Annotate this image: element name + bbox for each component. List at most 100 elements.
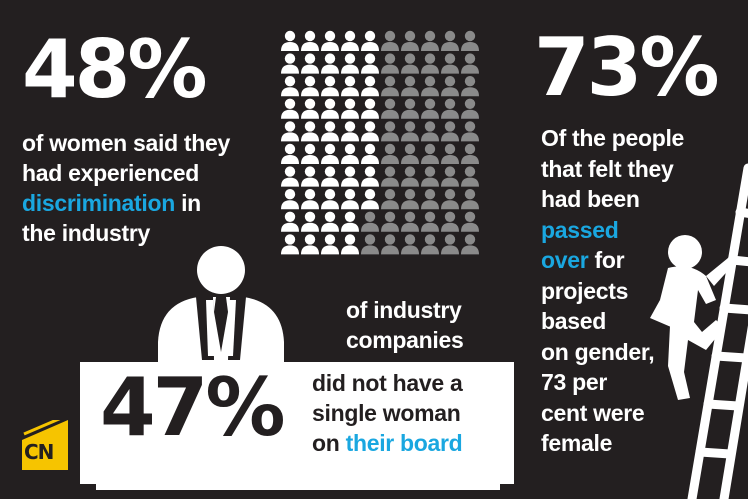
person-icon (441, 53, 459, 74)
person-icon (441, 98, 459, 119)
logo-text: CN (24, 440, 54, 464)
person-icon (281, 211, 299, 232)
person-icon (301, 98, 319, 119)
stat3-line-11: female (541, 430, 613, 456)
stat-board-text: did not have a single woman on their boa… (312, 368, 512, 458)
person-icon (361, 166, 379, 187)
person-icon (421, 121, 439, 142)
person-icon (381, 121, 399, 142)
person-icon (361, 30, 379, 51)
person-icon (341, 30, 359, 51)
person-icon (381, 143, 399, 164)
person-icon (281, 76, 299, 97)
stat2-line-1: did not have a (312, 370, 463, 396)
stat1-line-2: had experienced (22, 160, 200, 186)
stat3-line-9: 73 per (541, 369, 607, 395)
person-icon (461, 53, 479, 74)
stat3-line-1: Of the people (541, 125, 685, 151)
stat-passed-over-text: Of the people that felt they had been pa… (541, 123, 691, 459)
person-icon (461, 143, 479, 164)
stat2-line-2: single woman (312, 400, 461, 426)
person-icon (301, 211, 319, 232)
stat-passed-over-percent: 73% (534, 21, 719, 114)
person-icon (381, 98, 399, 119)
stat3-highlight-1: passed (541, 216, 619, 243)
person-icon (341, 234, 359, 255)
desk-base (96, 484, 500, 490)
person-icon (421, 30, 439, 51)
person-icon (401, 211, 419, 232)
person-icon (401, 98, 419, 119)
person-icon (301, 189, 319, 210)
person-icon (441, 143, 459, 164)
person-icon (321, 30, 339, 51)
person-icon (341, 166, 359, 187)
person-icon (281, 143, 299, 164)
person-icon (361, 211, 379, 232)
person-icon (281, 189, 299, 210)
person-icon (381, 166, 399, 187)
person-icon (321, 53, 339, 74)
person-icon (461, 30, 479, 51)
person-icon (341, 121, 359, 142)
cn-logo-icon (22, 420, 68, 470)
person-icon (281, 121, 299, 142)
person-icon (421, 98, 439, 119)
stat3-line-2: that felt they (541, 155, 674, 182)
person-icon (461, 234, 479, 255)
person-icon (301, 53, 319, 74)
person-icon (321, 234, 339, 255)
stat-board-intro-text: of industry companies (346, 295, 496, 355)
person-icon (361, 234, 379, 255)
person-icon (381, 189, 399, 210)
person-icon (341, 143, 359, 164)
stat3-line-5: over for (541, 245, 691, 276)
person-icon (381, 211, 399, 232)
people-grid-icon (281, 30, 479, 255)
person-icon (301, 143, 319, 164)
person-icon (321, 166, 339, 187)
person-icon (421, 53, 439, 74)
person-icon (381, 234, 399, 255)
person-icon (421, 166, 439, 187)
stat1-line-4: the industry (22, 220, 151, 246)
person-icon (401, 76, 419, 97)
stat2-top-line-1: of industry (346, 297, 462, 323)
person-icon (321, 211, 339, 232)
person-icon (361, 143, 379, 164)
person-icon (441, 211, 459, 232)
person-icon (381, 53, 399, 74)
stat2-top-line-2: companies (346, 327, 464, 353)
person-icon (361, 121, 379, 142)
person-icon (441, 234, 459, 255)
person-icon (421, 189, 439, 210)
stat1-after-highlight: in (175, 190, 201, 216)
person-icon (401, 234, 419, 255)
stat2-highlight: their board (345, 430, 463, 456)
person-icon (321, 121, 339, 142)
person-icon (401, 189, 419, 210)
person-icon (361, 189, 379, 210)
person-icon (441, 166, 459, 187)
stat3-line-6: projects (541, 277, 629, 304)
person-icon (281, 53, 299, 74)
stat-women-discrimination-percent: 48% (22, 23, 207, 116)
person-icon (321, 189, 339, 210)
person-icon (461, 121, 479, 142)
stat1-line-1: of women said they (22, 130, 231, 156)
person-icon (421, 234, 439, 255)
person-icon (281, 30, 299, 51)
person-icon (341, 189, 359, 210)
person-icon (421, 143, 439, 164)
desk-panel (80, 362, 514, 484)
stat-board-percent: 47% (100, 361, 285, 454)
person-icon (341, 53, 359, 74)
person-icon (301, 121, 319, 142)
person-icon (301, 166, 319, 187)
person-icon (361, 76, 379, 97)
person-icon (321, 143, 339, 164)
person-icon (401, 30, 419, 51)
person-icon (461, 76, 479, 97)
